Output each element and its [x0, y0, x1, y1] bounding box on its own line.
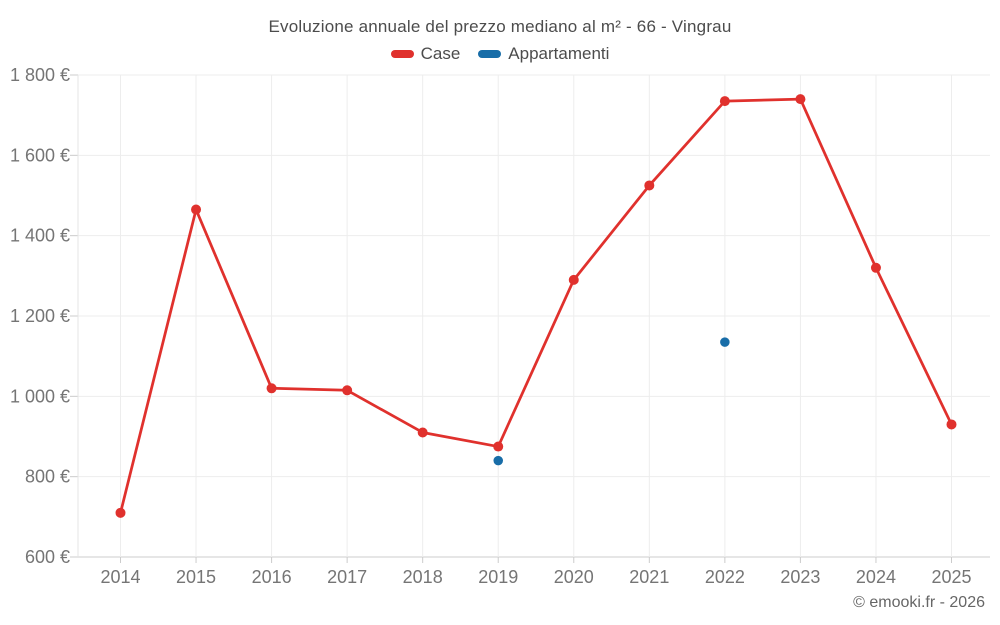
case-point-2021[interactable] [644, 180, 655, 191]
x-tick-label: 2024 [856, 567, 896, 587]
x-tick-label: 2018 [403, 567, 443, 587]
case-point-2022[interactable] [719, 96, 730, 107]
chart-title: Evoluzione annuale del prezzo mediano al… [268, 17, 732, 36]
x-tick-label: 2014 [100, 567, 140, 587]
legend-item-appartamenti[interactable]: Appartamenti [478, 44, 609, 64]
x-tick-label: 2023 [780, 567, 820, 587]
legend-item-case[interactable]: Case [390, 44, 461, 64]
case-point-2023[interactable] [795, 94, 806, 105]
x-tick-label: 2025 [931, 567, 971, 587]
y-tick-label: 800 € [25, 467, 70, 487]
case-point-2024[interactable] [870, 262, 881, 273]
appartamenti-point-2022[interactable] [720, 337, 730, 347]
x-tick-label: 2019 [478, 567, 518, 587]
x-tick-label: 2016 [252, 567, 292, 587]
appartamenti-legend-label: Appartamenti [508, 44, 610, 63]
case-point-2014[interactable] [115, 507, 126, 518]
case-point-2017[interactable] [342, 385, 353, 396]
case-point-2015[interactable] [191, 204, 202, 215]
case-point-2020[interactable] [568, 274, 579, 285]
case-point-2016[interactable] [266, 383, 277, 394]
appartamenti-legend-swatch [478, 50, 502, 58]
y-tick-label: 1 000 € [10, 386, 70, 406]
y-tick-label: 600 € [25, 547, 70, 567]
case-point-2018[interactable] [417, 427, 428, 438]
chart-legend: Case Appartamenti [0, 44, 1000, 64]
y-tick-label: 1 200 € [10, 306, 70, 326]
appartamenti-point-2019[interactable] [493, 455, 503, 466]
x-tick-label: 2022 [705, 567, 745, 587]
case-legend-label: Case [420, 44, 461, 63]
y-tick-label: 1 800 € [10, 65, 70, 85]
x-tick-label: 2021 [629, 567, 669, 587]
y-tick-label: 1 400 € [10, 226, 70, 246]
case-point-2019[interactable] [493, 441, 504, 452]
x-tick-label: 2017 [327, 567, 367, 587]
case-legend-swatch [390, 50, 414, 58]
case-point-2025[interactable] [946, 419, 957, 430]
copyright: © emooki.fr - 2026 [853, 594, 985, 611]
y-tick-label: 1 600 € [10, 145, 70, 165]
x-tick-label: 2020 [554, 567, 594, 587]
case-line [119, 97, 953, 515]
x-tick-label: 2015 [176, 567, 216, 587]
